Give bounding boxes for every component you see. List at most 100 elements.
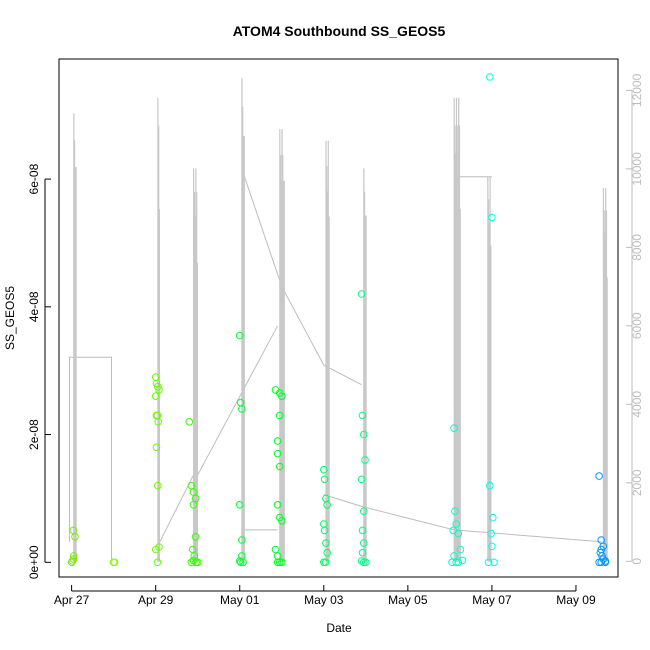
data-point: [275, 462, 284, 471]
data-point: [486, 73, 494, 81]
data-point: [238, 405, 246, 413]
data-point: [278, 558, 286, 567]
data-point: [601, 558, 610, 567]
data-point: [189, 556, 198, 565]
y-axis-left: 0e+00 2e-08 4e-08 6e-08: [27, 163, 51, 579]
altitude-profile: [602, 188, 608, 562]
data-point: [191, 533, 200, 541]
data-point: [151, 545, 160, 554]
data-point: [484, 558, 493, 567]
data-point: [358, 548, 367, 557]
data-point: [235, 501, 244, 509]
data-point: [273, 449, 282, 458]
data-point: [69, 526, 78, 535]
data-point: [235, 331, 244, 340]
data-point: [69, 555, 78, 563]
data-point: [68, 557, 77, 565]
data-point: [320, 558, 328, 567]
x-tick-label: May 01: [220, 593, 260, 607]
altitude-profile: [487, 176, 492, 562]
data-point: [152, 443, 161, 452]
data-point: [357, 475, 366, 484]
y-right-tick-label: 6000: [630, 312, 644, 339]
altitude-profile: [363, 168, 367, 562]
data-point: [235, 557, 244, 565]
data-point: [154, 382, 162, 391]
data-point: [357, 557, 366, 565]
data-point: [320, 526, 329, 535]
data-point: [275, 558, 284, 567]
data-point: [450, 424, 458, 433]
data-point: [273, 558, 282, 567]
data-point: [187, 558, 196, 567]
data-point: [154, 481, 162, 490]
data-point: [486, 481, 494, 490]
data-point: [361, 456, 369, 464]
data-point: [487, 529, 495, 538]
y-right-tick-label: 4000: [630, 391, 644, 418]
data-point: [358, 411, 367, 420]
data-point: [458, 556, 467, 565]
data-point: [273, 501, 282, 509]
data-point: [238, 536, 246, 544]
x-axis: Apr 27 Apr 29 May 01 May 03 May 05 May 07 May …: [54, 585, 596, 607]
data-point: [454, 558, 463, 567]
y-tick-label: 2e-08: [27, 419, 41, 450]
altitude-transit-line: [193, 325, 279, 484]
altitude-transit-line: [323, 494, 602, 543]
y-tick-label: 4e-08: [27, 291, 41, 322]
altitude-layer: [69, 78, 608, 562]
data-point: [155, 386, 163, 394]
x-tick-label: May 09: [556, 593, 596, 607]
y-right-tick-label: 12000: [630, 73, 644, 107]
data-point: [323, 501, 332, 509]
x-axis-label: Date: [326, 621, 352, 635]
points-layer: [67, 73, 610, 567]
data-point: [320, 465, 328, 474]
altitude-profile: [73, 113, 77, 562]
data-point: [490, 558, 498, 567]
data-point: [488, 213, 496, 222]
data-point: [189, 501, 198, 509]
data-point: [322, 539, 330, 547]
data-point: [358, 526, 367, 535]
data-point: [357, 290, 366, 298]
data-point: [359, 558, 368, 567]
data-point: [362, 558, 370, 567]
data-point: [239, 558, 247, 567]
data-point: [359, 430, 368, 439]
y-axis-label: SS_GEOS5: [3, 286, 17, 350]
data-point: [595, 472, 603, 480]
data-point: [236, 558, 245, 567]
data-point: [452, 520, 461, 528]
data-point: [278, 517, 286, 525]
y-right-tick-label: 0: [630, 558, 644, 565]
altitude-transit-line: [69, 356, 112, 562]
data-point: [110, 558, 119, 567]
x-tick-label: May 07: [472, 593, 512, 607]
data-point: [456, 545, 465, 554]
x-tick-label: Apr 29: [138, 593, 174, 607]
data-point: [153, 558, 162, 567]
data-point: [154, 418, 162, 426]
y-right-tick-label: 10000: [630, 152, 644, 186]
data-point: [489, 513, 497, 522]
data-point: [273, 437, 282, 445]
data-point: [454, 529, 463, 538]
altitude-profile: [157, 97, 160, 562]
data-point: [597, 558, 606, 567]
y-tick-label: 0e+00: [27, 545, 41, 579]
data-point: [323, 548, 332, 557]
y-right-tick-label: 2000: [630, 469, 644, 496]
data-point: [451, 507, 459, 516]
data-point: [448, 558, 456, 567]
x-tick-label: Apr 27: [54, 593, 90, 607]
data-point: [359, 539, 368, 547]
data-point: [151, 392, 160, 401]
plot-frame: [58, 58, 619, 578]
altitude-profile: [241, 78, 245, 562]
data-point: [69, 552, 78, 560]
altitude-profile: [279, 129, 285, 562]
data-point: [278, 392, 286, 401]
